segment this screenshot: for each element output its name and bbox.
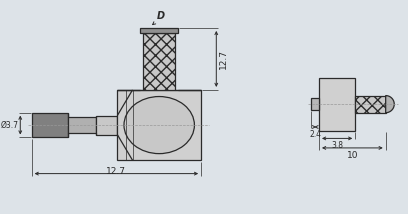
Polygon shape	[386, 96, 394, 113]
Text: 12.7: 12.7	[219, 49, 228, 69]
Polygon shape	[319, 77, 355, 131]
Polygon shape	[355, 96, 386, 113]
Text: 2.4: 2.4	[309, 130, 321, 139]
Text: D: D	[157, 11, 165, 21]
Polygon shape	[96, 116, 118, 135]
Polygon shape	[143, 33, 175, 90]
Text: 3.8: 3.8	[331, 141, 343, 150]
Text: 10: 10	[347, 151, 358, 160]
Text: 12.7: 12.7	[106, 168, 126, 177]
Ellipse shape	[124, 97, 194, 154]
Text: Ø3.7: Ø3.7	[0, 120, 18, 130]
Polygon shape	[118, 90, 201, 160]
Polygon shape	[311, 98, 319, 110]
Polygon shape	[32, 113, 68, 137]
Polygon shape	[68, 117, 96, 133]
Polygon shape	[140, 28, 178, 33]
